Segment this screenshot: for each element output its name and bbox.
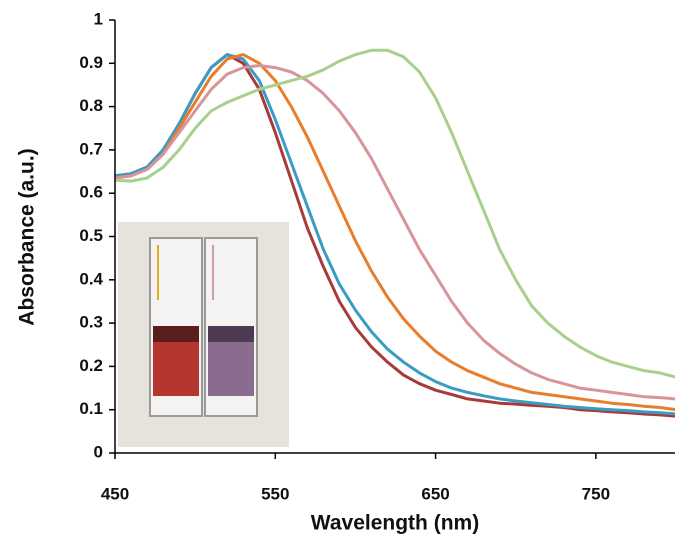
inset-photo bbox=[118, 222, 289, 447]
series-line bbox=[114, 48, 675, 379]
series-line bbox=[114, 53, 675, 416]
y-tick-label: 0.3 bbox=[79, 313, 103, 332]
x-tick-label: 450 bbox=[101, 484, 129, 503]
x-tick-label: 750 bbox=[582, 484, 610, 503]
y-tick-label: 0.4 bbox=[79, 269, 103, 288]
x-tick-label: 550 bbox=[261, 484, 289, 503]
series-line bbox=[114, 53, 675, 412]
y-axis-title: Absorbance (a.u.) bbox=[16, 148, 39, 325]
y-tick-label: 0.9 bbox=[79, 53, 103, 72]
y-tick-label: 0.5 bbox=[79, 226, 103, 245]
series-line bbox=[114, 64, 675, 401]
y-tick-label: 0.8 bbox=[79, 96, 103, 115]
y-tick-label: 0.7 bbox=[79, 139, 103, 158]
x-axis-title: Wavelength (nm) bbox=[311, 512, 479, 535]
x-tick-label: 650 bbox=[421, 484, 449, 503]
y-tick-label: 1 bbox=[94, 9, 103, 28]
y-tick-label: 0 bbox=[94, 442, 103, 461]
y-tick-label: 0.2 bbox=[79, 356, 103, 375]
y-tick-label: 0.1 bbox=[79, 399, 103, 418]
y-tick-label: 0.6 bbox=[79, 183, 103, 202]
